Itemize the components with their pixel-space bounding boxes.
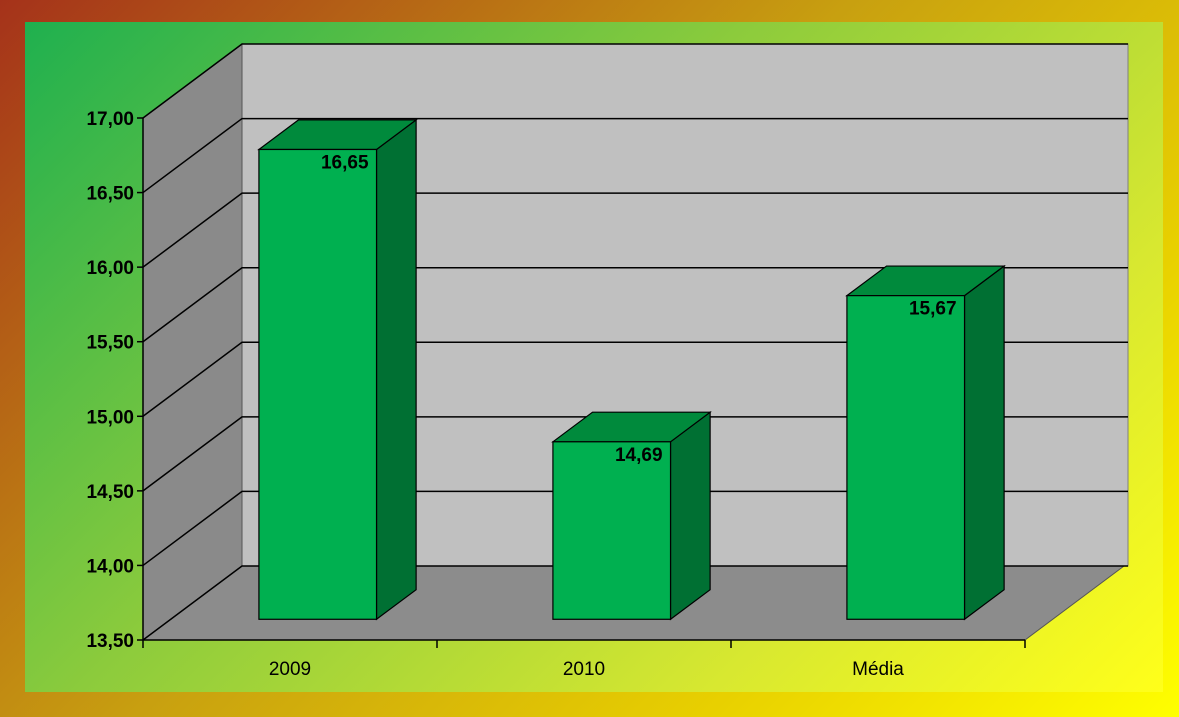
y-tick-label: 15,00	[86, 407, 134, 428]
value-label: 14,69	[615, 445, 663, 466]
y-tick-label: 17,00	[86, 109, 134, 130]
y-tick-label: 15,50	[86, 333, 134, 354]
y-tick-label: 16,00	[86, 258, 134, 279]
grid-line	[142, 341, 1128, 417]
y-tick-label: 13,50	[86, 631, 134, 652]
value-label: 16,65	[321, 152, 369, 173]
side-wall	[142, 43, 243, 641]
bar	[552, 441, 672, 620]
grid-line	[142, 416, 1128, 492]
bar	[846, 295, 966, 620]
grid-line	[142, 192, 1128, 268]
bar-side	[375, 118, 417, 621]
bar-side	[669, 411, 711, 621]
grid-line	[142, 43, 1128, 119]
x-tick-label: 2010	[563, 659, 605, 680]
y-tick-label: 14,00	[86, 556, 134, 577]
grid-line	[142, 565, 1128, 641]
x-tick-label: Média	[852, 659, 904, 680]
bar-side	[963, 264, 1005, 621]
grid-line	[142, 117, 1128, 194]
value-label: 15,67	[909, 299, 957, 320]
y-tick-label: 16,50	[86, 184, 134, 205]
grid-line	[142, 490, 1128, 567]
x-tick-label: 2009	[269, 659, 311, 680]
bar	[258, 148, 378, 620]
y-tick-label: 14,50	[86, 482, 134, 503]
grid-line	[142, 266, 1128, 343]
